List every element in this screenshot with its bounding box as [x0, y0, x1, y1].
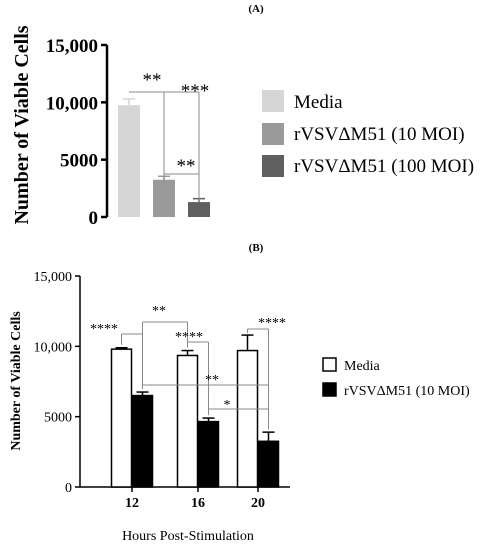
panel-a-sig-stars: **: [143, 70, 162, 91]
legend-a-swatch-0: [262, 90, 284, 112]
panel-b-x-tick-label: 20: [251, 496, 265, 511]
panel-b-sig-stars: **: [205, 373, 219, 388]
panel-b-bar-1-1: [197, 420, 220, 488]
panel-b-bar-1-2: [257, 440, 280, 488]
panel-b-significance: *****************: [90, 304, 286, 430]
panel-a-bar-2: [188, 202, 210, 217]
panel-a-sig-stars: ***: [181, 81, 210, 102]
panel-b-y-axis-label: Number of Viable Cells: [9, 311, 24, 451]
panel-a-bar-0: [118, 105, 140, 217]
legend-b-swatch-0: [322, 357, 337, 372]
panel-a-legend: Media rVSVΔM51 (10 MOI) rVSVΔM51 (100 MO…: [262, 90, 474, 177]
panel-b-sig-stars: ****: [175, 330, 203, 345]
panel-b-y-tick-label: 5000: [44, 411, 72, 426]
panel-b-y-tick-label: 0: [65, 481, 72, 496]
panel-b-bar-0-0: [110, 348, 133, 488]
panel-a-bars: [118, 98, 210, 217]
panel-b-sig-stars: **: [152, 304, 166, 319]
panel-b-sig-stars: *: [224, 398, 231, 413]
legend-a-label-1: rVSVΔM51 (10 MOI): [294, 124, 465, 145]
panel-b-legend: Media rVSVΔM51 (10 MOI): [322, 357, 470, 399]
panel-a-y-tick-label: 0: [89, 208, 99, 229]
panel-b-sig-stars: ****: [258, 316, 286, 331]
legend-a-label-2: rVSVΔM51 (100 MOI): [294, 156, 474, 177]
legend-b-swatch-1: [322, 382, 337, 397]
legend-a-swatch-1: [262, 123, 284, 145]
panel-a-sig-stars: **: [177, 156, 196, 177]
panel-a-bar-1: [153, 179, 175, 217]
panel-b-x-tick-label: 16: [191, 496, 205, 511]
panel-b-x-tick-label: 12: [125, 496, 139, 511]
panel-b-y-tick-label: 15,000: [34, 270, 73, 285]
panel-a: (A) Number of Viable Cells 0 5000 10,000 15…: [11, 3, 474, 229]
panel-a-y-tick-label: 5000: [60, 151, 98, 172]
panel-b-bar-1-0: [131, 394, 154, 488]
panel-b-sig-stars: ****: [90, 322, 118, 337]
panel-a-label: (A): [248, 3, 264, 15]
panel-b: (B) Number of Viable Cells Hours Post-St…: [9, 242, 470, 544]
legend-a-label-0: Media: [294, 92, 343, 113]
panel-a-y-tick-label: 15,000: [46, 36, 98, 57]
panel-a-y-tick-label: 10,000: [46, 93, 98, 114]
panel-a-significance: *******: [129, 70, 209, 201]
panel-b-x-axis-label: Hours Post-Stimulation: [122, 529, 254, 544]
legend-a-swatch-2: [262, 155, 284, 177]
legend-b-label-1: rVSVΔM51 (10 MOI): [344, 384, 470, 399]
panel-a-y-axis-label: Number of Viable Cells: [11, 25, 33, 224]
panel-b-bars: [110, 334, 280, 488]
panel-b-bar-0-1: [176, 354, 199, 488]
panel-b-label: (B): [249, 242, 264, 254]
panel-a-axes: 0 5000 10,000 15,000: [46, 36, 109, 229]
panel-b-bar-0-2: [236, 349, 259, 488]
legend-b-label-0: Media: [344, 359, 381, 374]
panel-b-y-tick-label: 10,000: [34, 340, 73, 355]
